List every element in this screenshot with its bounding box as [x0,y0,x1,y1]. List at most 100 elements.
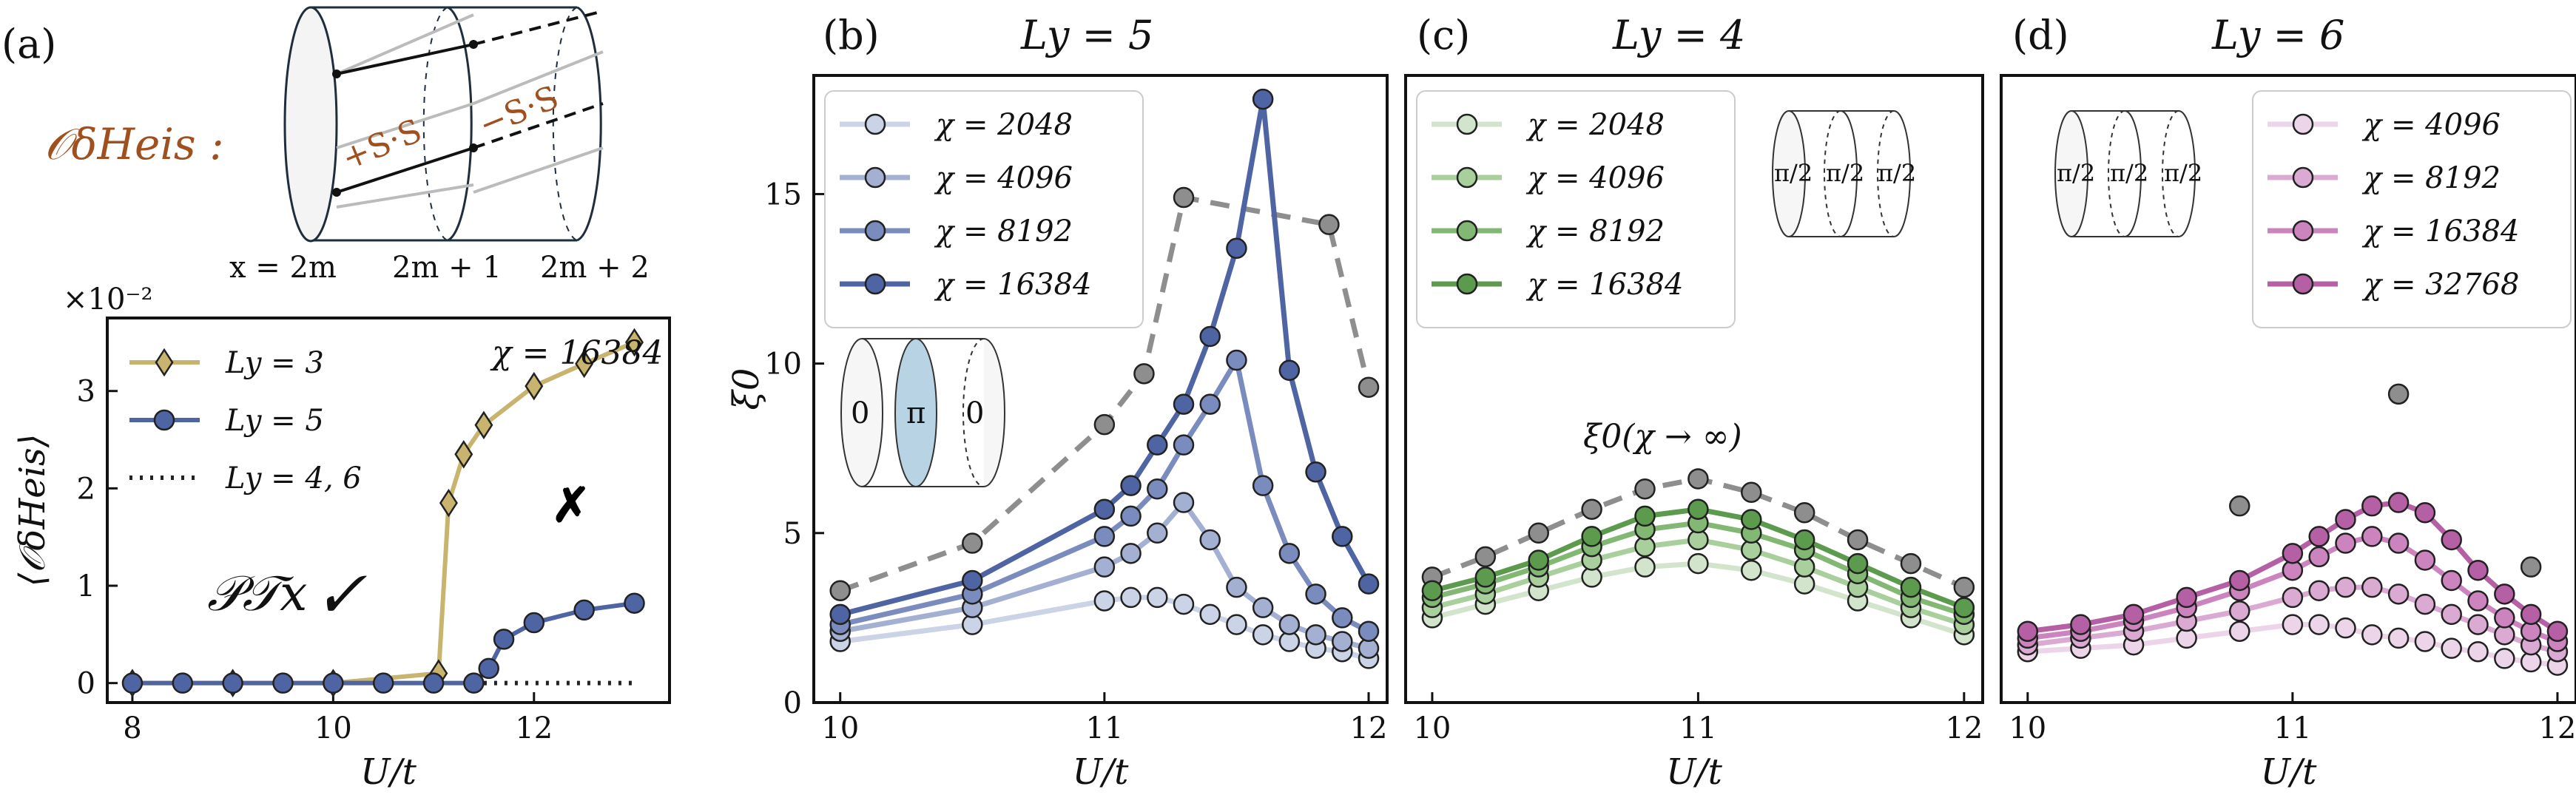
legend-label-1: χ = 8192 [2361,161,2501,195]
legend-label-ly3: Ly = 3 [225,346,324,380]
panel-label-c: (c) [1417,12,1470,58]
series-marker-ly3 [625,328,644,357]
series-marker-2 [1199,393,1221,415]
x-tick-label: 10 [2009,711,2046,745]
series-marker-1 [1332,631,1353,652]
series-marker-3 [2070,614,2091,635]
series-marker-3 [1305,461,1326,483]
series-marker-2 [1332,607,1353,629]
legend-marker-0 [1456,113,1478,135]
series-marker-3 [2176,586,2197,609]
legend-marker-0 [2292,113,2314,135]
inset-d-flux-3: π/2 [2164,159,2202,187]
series-marker-3 [1332,526,1353,547]
pt-check: 𝒫𝒯x ✓ [207,565,367,622]
series-marker-ly5 [121,672,144,694]
series-marker-3 [2467,559,2489,581]
series-marker-ly5 [172,672,194,694]
series-line-1 [2027,584,2558,654]
plot-frame [812,74,1389,704]
series-marker-0 [1120,586,1142,609]
series-marker-3 [2441,529,2462,551]
series-line-3 [2027,500,2559,635]
series-marker-3 [1847,552,1869,575]
series-marker-0 [2441,637,2462,659]
extrapolation-marker [1741,481,1762,504]
series-marker-1 [2335,576,2356,598]
legend-label-ly46: Ly = 4, 6 [225,461,362,495]
extrapolation-marker [1173,186,1195,209]
extrapolation-marker [1528,522,1549,544]
series-marker-3 [1687,498,1709,520]
inset-c-flux-2: π/2 [1826,159,1864,187]
series-marker-0 [1687,552,1709,575]
legend-marker-2 [2292,220,2314,242]
chart-panel-c: 10 11 12 U/t χ = 2048 χ = 4096 χ = 8192 χ = 163… [1404,74,1984,793]
series-marker-3 [2308,526,2330,547]
plot-frame [106,317,671,704]
legend-label-2: χ = 16384 [2361,214,2519,248]
series-marker-0 [2414,631,2436,652]
extrapolation-marker [2229,495,2250,517]
extrapolation-marker [2387,383,2410,405]
series-marker-1 [1252,597,1274,618]
x-axis-label: U/t [2261,751,2318,793]
y-axis-label: ξ0 [726,368,767,410]
x-tick-label: 10 [314,711,352,745]
series-marker-2 [2308,546,2330,568]
series-marker-ly3 [454,440,473,469]
legend-label-1: χ = 4096 [934,161,1073,195]
series-marker-2 [2335,532,2356,554]
series-marker-0 [2335,617,2356,639]
plot-frame [2000,74,2576,704]
legend-label-1: χ = 4096 [1525,161,1665,195]
series-marker-3 [1474,566,1497,588]
extrapolation-marker [829,580,851,601]
title-c: Ly = 4 [1612,12,1745,58]
x-tick-label: 10 [821,711,859,745]
series-marker-1 [2229,600,2250,622]
legend-label-0: χ = 2048 [934,108,1073,142]
legend-box [2252,90,2572,328]
series-marker-1 [1173,492,1195,513]
series-marker-3 [1120,475,1142,496]
series-marker-ly5 [272,672,294,694]
series-marker-ly5 [493,629,515,650]
y-tick-label: 1 [77,569,95,603]
series-line-0 [2027,622,2558,669]
exp-label: ×10⁻² [63,282,153,317]
y-tick-label: 2 [77,472,95,506]
y-tick-label: 15 [764,177,802,212]
series-marker-0 [2282,614,2304,635]
series-marker-3 [1900,576,1922,598]
x-tick-label: 11 [2273,711,2311,745]
extrapolation-marker [1093,413,1116,436]
inset-c: π/2 π/2 π/2 [1772,110,1916,237]
series-marker-3 [2361,495,2383,517]
chart-panel-d: 10 11 12 U/t χ = 4096 χ = 8192 χ = 16384 χ = 32… [2000,74,2576,793]
legend-marker-0 [864,113,886,135]
x-tick-label: 12 [1350,711,1388,745]
series-marker-3 [829,603,851,626]
panel-label-a: (a) [1,21,56,67]
panel-label-b: (b) [823,12,880,58]
title-b: Ly = 5 [1020,12,1153,58]
extrapolation-marker [962,532,983,554]
x-tick-label: 12 [1945,711,1983,745]
series-marker-0 [2229,620,2250,642]
series-marker-2 [1252,475,1274,496]
series-marker-3 [2546,620,2569,642]
series-marker-3 [1634,505,1656,527]
extrapolation-marker [2520,556,2542,578]
inset-b: 0 π 0 [840,338,1005,487]
series-marker-3 [1252,88,1274,110]
extrapolation-marker [1900,552,1922,575]
extrapolation-marker [1634,478,1656,500]
extrapolation-marker [1318,214,1340,235]
y-tick-label: 10 [764,348,802,382]
series-marker-3 [2387,492,2410,513]
site-label-1: x = 2m [229,251,337,285]
y-tick-label: 3 [77,375,95,409]
